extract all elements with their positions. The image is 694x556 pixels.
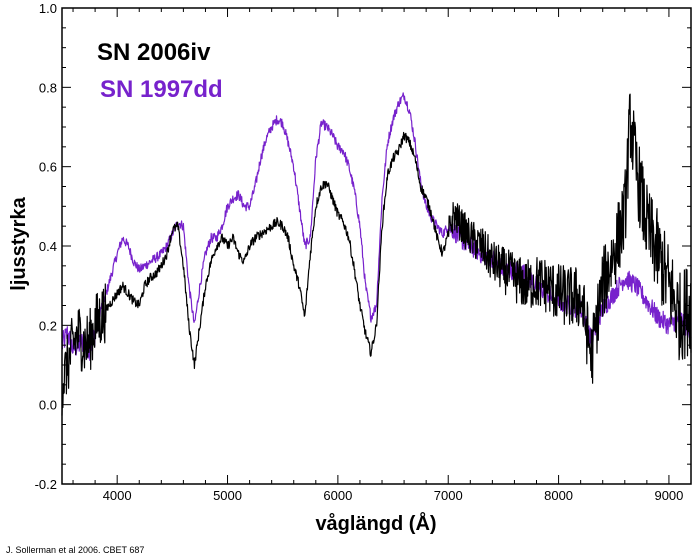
x-tick-label: 8000 bbox=[544, 488, 573, 503]
x-tick-label: 6000 bbox=[323, 488, 352, 503]
legend-entry-sn-2006iv: SN 2006iv bbox=[97, 39, 211, 66]
series-layer bbox=[61, 92, 692, 416]
x-tick-label: 7000 bbox=[434, 488, 463, 503]
y-tick-label: 0.2 bbox=[39, 318, 57, 333]
y-tick-label: 1.0 bbox=[39, 1, 57, 16]
x-axis-title: våglängd (Å) bbox=[315, 511, 436, 535]
legend-entry-sn-1997dd: SN 1997dd bbox=[100, 76, 223, 103]
y-axis-title: ljusstyrka bbox=[8, 196, 30, 290]
source-credit: J. Sollerman et al 2006. CBET 687 bbox=[6, 545, 145, 555]
x-tick-label: 5000 bbox=[213, 488, 242, 503]
tick-layer: 4000 5000 6000 7000 8000 9000 -0.2 0.0 0.2 0.4 0.6… bbox=[35, 1, 691, 503]
x-tick-label: 9000 bbox=[654, 488, 683, 503]
series-line-sn-1997dd bbox=[61, 92, 692, 361]
y-tick-label: 0.6 bbox=[39, 160, 57, 175]
y-tick-label: 0.0 bbox=[39, 398, 57, 413]
series-line-sn-2006iv bbox=[61, 93, 692, 416]
y-tick-label: -0.2 bbox=[35, 477, 57, 492]
y-tick-label: 0.8 bbox=[39, 80, 57, 95]
x-tick-label: 4000 bbox=[103, 488, 132, 503]
y-tick-label: 0.4 bbox=[39, 239, 57, 254]
